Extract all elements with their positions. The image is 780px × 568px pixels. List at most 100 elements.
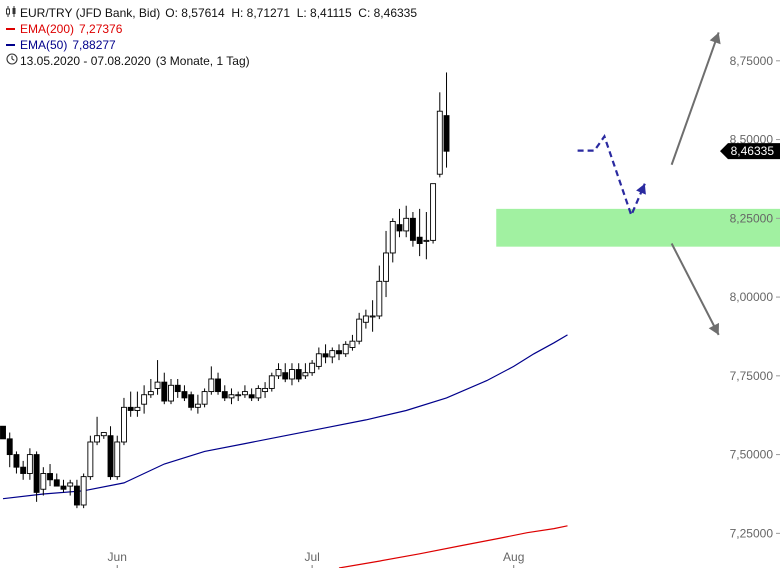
candle-body	[396, 224, 403, 232]
candle-body	[67, 482, 74, 487]
legend-ema200-row: EMA(200) 7,27376	[6, 21, 417, 37]
candle-body	[73, 485, 80, 506]
candle-body	[228, 394, 235, 399]
ema200-line	[338, 525, 568, 568]
ema200-swatch	[6, 27, 15, 31]
ohlc-values: O: 8,57614 H: 8,71271 L: 8,41115 C: 8,46…	[165, 6, 418, 20]
candle-body	[275, 369, 282, 377]
down-arrow-head	[708, 322, 719, 335]
candle-body	[80, 476, 87, 506]
support-zone	[496, 208, 780, 247]
candle-body	[114, 441, 121, 478]
candle-body	[201, 391, 208, 405]
candle-body	[423, 239, 430, 242]
candle-body	[40, 473, 47, 490]
candle-body	[87, 441, 94, 478]
candle-body	[322, 353, 329, 358]
y-tick-label: 8,75000	[730, 54, 774, 68]
ema200-value: 7,27376	[79, 22, 123, 36]
legend-ema50-row: EMA(50) 7,88277	[6, 37, 417, 53]
candle-body	[235, 394, 242, 397]
candle-body	[147, 391, 154, 396]
last-price-tag	[720, 143, 780, 160]
candle-body	[168, 384, 174, 402]
down-arrow-shaft	[670, 243, 720, 336]
clock-icon	[6, 53, 20, 69]
candle-body	[302, 372, 309, 377]
up-arrow-head	[709, 32, 721, 45]
candle-body	[181, 391, 188, 399]
candle-body	[282, 372, 289, 380]
candle-body	[0, 425, 6, 440]
candle-body	[436, 110, 443, 175]
legend-period-row: 13.05.2020 - 07.08.2020 (3 Monate, 1 Tag…	[6, 53, 417, 69]
candle-body	[430, 183, 437, 241]
candle-body	[309, 362, 316, 374]
y-tick-label: 8,00000	[730, 290, 774, 304]
ema50-swatch	[6, 43, 15, 47]
candle-body	[6, 438, 13, 456]
candle-body	[194, 403, 201, 408]
candle-body	[268, 375, 275, 389]
candle-body	[329, 350, 336, 358]
candle-body	[362, 315, 369, 323]
candle-body	[262, 387, 269, 393]
candle-body	[161, 381, 168, 402]
candle-body	[356, 318, 363, 342]
candle-body	[208, 378, 215, 393]
candle-body	[47, 473, 53, 481]
candle-body	[134, 406, 141, 411]
x-tick-label: Jul	[304, 550, 319, 564]
candle-body	[141, 394, 148, 405]
chart-legend: EUR/TRY (JFD Bank, Bid) O: 8,57614 H: 8,…	[6, 5, 417, 69]
candle-body	[295, 369, 302, 380]
forecast-path	[577, 134, 646, 219]
y-tick-label: 8,25000	[730, 211, 774, 225]
ema50-line	[2, 334, 568, 500]
ema50-value: 7,88277	[72, 38, 116, 52]
candle-body	[60, 485, 67, 490]
candle-body	[416, 236, 423, 244]
candle-body	[289, 369, 295, 380]
candle-body	[409, 217, 416, 241]
candle-body	[336, 350, 342, 355]
forecast-arrowhead	[636, 183, 646, 195]
candle-body	[26, 454, 33, 474]
y-tick-label: 8,50000	[730, 133, 774, 147]
candle-body	[33, 454, 40, 493]
period-interval: (3 Monate, 1 Tag)	[155, 54, 250, 68]
candle-body	[349, 340, 356, 348]
ema50-label: EMA(50)	[20, 38, 68, 52]
candle-body	[121, 406, 127, 443]
y-tick-label: 7,50000	[730, 448, 774, 462]
candle-body	[174, 384, 181, 393]
ema200-label: EMA(200)	[20, 22, 75, 36]
candle-body	[107, 435, 114, 478]
candle-body	[383, 252, 389, 282]
candle-body	[215, 378, 221, 393]
candle-body	[369, 315, 376, 318]
candle-body	[20, 466, 27, 474]
y-tick-label: 7,25000	[730, 526, 774, 540]
candle-body	[342, 343, 349, 355]
candle-body	[188, 394, 195, 408]
legend-symbol-row: EUR/TRY (JFD Bank, Bid) O: 8,57614 H: 8,…	[6, 5, 417, 21]
x-tick-label: Aug	[503, 550, 524, 564]
candle-body	[376, 280, 383, 317]
candle-body	[248, 394, 255, 399]
period-range: 13.05.2020 - 07.08.2020	[20, 54, 151, 68]
y-tick-label: 7,75000	[730, 369, 774, 383]
candle-body	[100, 432, 107, 437]
symbol-name: EUR/TRY (JFD Bank, Bid)	[20, 6, 161, 20]
candle-body	[154, 381, 161, 389]
candle-body	[53, 479, 60, 487]
candle-body	[221, 391, 228, 399]
candle-body	[241, 391, 248, 396]
up-arrow-shaft	[670, 32, 720, 166]
last-price-label: 8,46335	[731, 144, 775, 158]
chart-type-icon	[6, 5, 20, 21]
candle-body	[443, 115, 450, 152]
x-tick-label: Jun	[108, 550, 127, 564]
candle-body	[315, 353, 322, 367]
